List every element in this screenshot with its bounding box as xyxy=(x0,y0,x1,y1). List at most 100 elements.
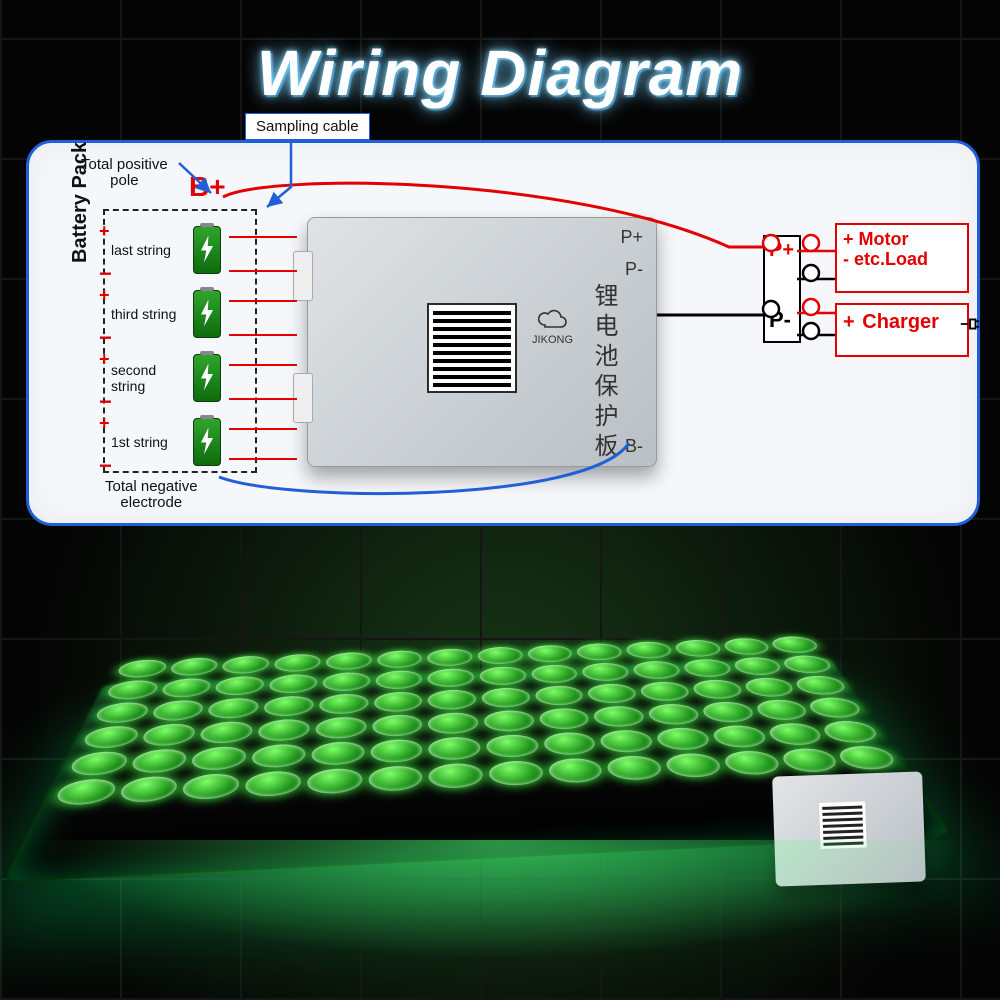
render-cell xyxy=(427,648,473,667)
render-cell xyxy=(699,701,757,723)
render-cell xyxy=(198,721,255,744)
battery-cell-icon xyxy=(193,418,221,466)
render-cell xyxy=(262,695,315,717)
p-minus-label: P- xyxy=(769,307,791,333)
total-negative-text: Total negative electrode xyxy=(105,478,198,511)
render-cell xyxy=(731,657,785,676)
render-cell xyxy=(605,755,665,781)
battery-render xyxy=(30,560,970,960)
qr-code-icon xyxy=(429,305,515,391)
render-cell xyxy=(624,641,674,659)
render-cell xyxy=(486,734,540,758)
render-cell xyxy=(598,729,655,753)
render-cell xyxy=(115,659,169,678)
render-cell xyxy=(310,741,365,766)
render-cell xyxy=(581,662,632,681)
render-cell xyxy=(721,750,784,776)
battery-pack-label: Battery Pack xyxy=(69,142,92,263)
bms-b-minus: B- xyxy=(625,436,643,457)
string-row: third string + − xyxy=(111,289,249,339)
bolt-icon xyxy=(198,299,216,327)
bms-p-plus: P+ xyxy=(620,227,643,248)
terminal-circle-icon xyxy=(803,299,819,315)
render-cell xyxy=(213,676,266,696)
render-cell xyxy=(139,723,198,747)
render-cell xyxy=(638,681,692,702)
diagram-panel: Sampling cable Total positive pole B+ Ba… xyxy=(26,140,980,526)
battery-pack-box: last string + − third string + − second … xyxy=(103,209,257,473)
render-cell xyxy=(530,664,580,684)
terminal-circle-icon xyxy=(803,235,819,251)
render-cell xyxy=(428,668,475,688)
render-cell xyxy=(765,722,826,746)
render-cell xyxy=(542,732,598,756)
render-cell xyxy=(547,757,605,783)
render-cell xyxy=(526,645,574,663)
battery-cell-icon xyxy=(193,354,221,402)
render-cell xyxy=(710,725,770,749)
total-negative-label: Total negative electrode xyxy=(105,479,198,511)
terminal-circle-icon xyxy=(803,323,819,339)
render-cell xyxy=(429,763,484,790)
render-cell xyxy=(220,655,271,674)
render-cell xyxy=(721,638,773,656)
render-cell xyxy=(273,654,322,673)
render-cell xyxy=(479,666,527,686)
bms-brand-text: JIKONG xyxy=(532,334,573,346)
render-cell xyxy=(481,687,531,708)
render-cell xyxy=(189,746,249,771)
sampling-arrow xyxy=(267,143,291,207)
render-cell xyxy=(376,650,422,669)
charger-plus: + xyxy=(843,311,855,333)
render-cell xyxy=(673,639,724,657)
minus-icon: − xyxy=(99,397,112,407)
render-cell xyxy=(305,768,362,795)
render-cell xyxy=(477,646,524,664)
render-cell xyxy=(428,712,479,735)
cloud-icon xyxy=(536,309,570,331)
render-cell xyxy=(367,765,422,792)
render-cell xyxy=(267,674,318,694)
render-cell xyxy=(681,659,734,678)
plus-icon: + xyxy=(99,285,110,306)
render-cell xyxy=(80,725,142,749)
render-cell xyxy=(159,678,214,698)
render-cell xyxy=(534,685,586,706)
render-cell xyxy=(371,714,422,737)
string-label: 1st string xyxy=(111,434,189,450)
render-cell xyxy=(321,672,370,692)
render-cell xyxy=(429,736,482,761)
b-plus-label: B+ xyxy=(189,171,226,203)
render-cell xyxy=(752,699,811,721)
render-cell xyxy=(325,652,372,671)
render-cell xyxy=(592,705,647,727)
bolt-icon xyxy=(198,235,216,263)
render-cell xyxy=(314,716,367,739)
minus-icon: − xyxy=(99,461,112,471)
plus-icon: + xyxy=(99,221,110,242)
p-plus-label: P+ xyxy=(769,239,794,262)
battery-cell-icon xyxy=(193,226,221,274)
charger-label: Charger xyxy=(862,311,939,333)
string-label: second string xyxy=(111,362,189,394)
total-positive-label: Total positive pole xyxy=(81,157,168,189)
bms-connector-icon xyxy=(293,251,313,301)
minus-icon: − xyxy=(99,333,112,343)
bolt-icon xyxy=(198,363,216,391)
load-line2: - etc.Load xyxy=(843,249,961,269)
minus-icon: − xyxy=(99,269,112,279)
render-cell xyxy=(488,760,544,786)
bms-p-minus: P- xyxy=(625,259,643,280)
render-cell xyxy=(116,775,181,803)
render-cell xyxy=(168,657,221,676)
bms-brand: JIKONG xyxy=(532,309,573,346)
render-cell xyxy=(428,689,477,710)
sampling-cable-label: Sampling cable xyxy=(245,113,370,140)
render-cell xyxy=(654,727,713,751)
battery-cell-icon xyxy=(193,290,221,338)
render-cell xyxy=(149,700,206,722)
string-row: second string + − xyxy=(111,353,249,403)
render-cell xyxy=(206,697,261,719)
render-cell xyxy=(128,748,190,773)
string-row: 1st string + − xyxy=(111,417,249,467)
